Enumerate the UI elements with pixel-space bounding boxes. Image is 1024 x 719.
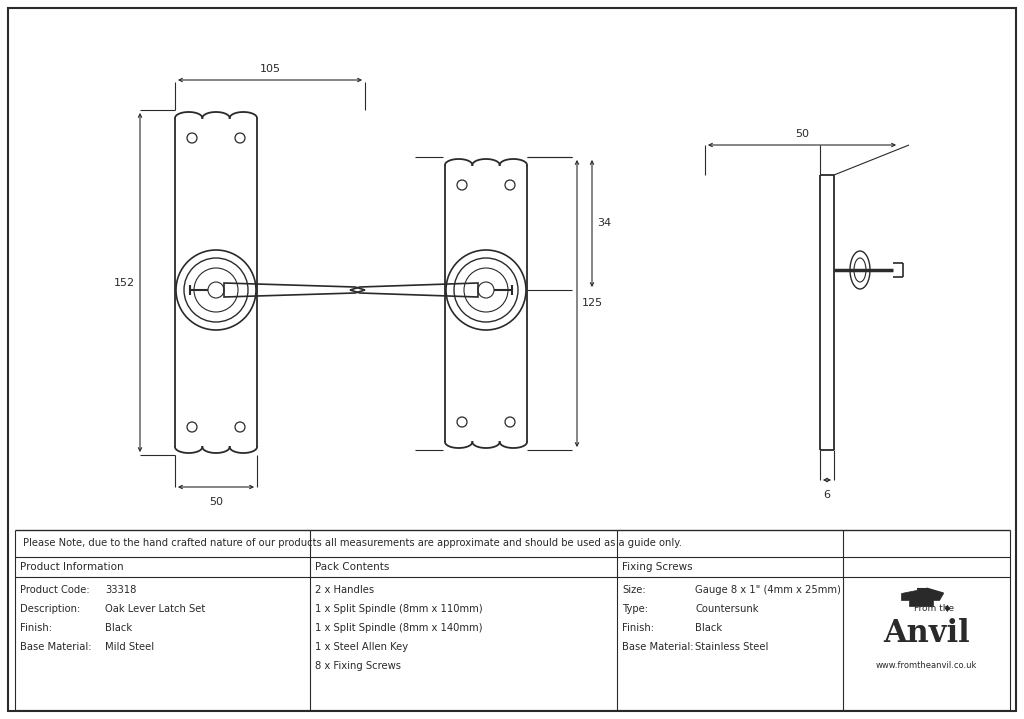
Text: Black: Black [695, 623, 722, 633]
Text: Base Material:: Base Material: [20, 642, 91, 652]
Text: 1 x Steel Allen Key: 1 x Steel Allen Key [315, 642, 409, 652]
Text: 8 x Fixing Screws: 8 x Fixing Screws [315, 661, 401, 671]
Text: Anvil: Anvil [883, 618, 970, 649]
Text: Mild Steel: Mild Steel [105, 642, 155, 652]
Text: 1 x Split Spindle (8mm x 140mm): 1 x Split Spindle (8mm x 140mm) [315, 623, 482, 633]
Text: 2 x Handles: 2 x Handles [315, 585, 374, 595]
Text: Size:: Size: [622, 585, 645, 595]
Text: Finish:: Finish: [622, 623, 654, 633]
Text: 152: 152 [114, 278, 135, 288]
Text: Please Note, due to the hand crafted nature of our products all measurements are: Please Note, due to the hand crafted nat… [23, 538, 682, 548]
Text: 1 x Split Spindle (8mm x 110mm): 1 x Split Spindle (8mm x 110mm) [315, 604, 482, 614]
Text: 105: 105 [259, 64, 281, 74]
Text: Gauge 8 x 1" (4mm x 25mm): Gauge 8 x 1" (4mm x 25mm) [695, 585, 841, 595]
Text: Type:: Type: [622, 604, 648, 614]
Text: Fixing Screws: Fixing Screws [622, 562, 692, 572]
Text: 125: 125 [582, 298, 603, 308]
Text: Product Code:: Product Code: [20, 585, 90, 595]
Text: Finish:: Finish: [20, 623, 52, 633]
Text: Base Material:: Base Material: [622, 642, 693, 652]
Text: Stainless Steel: Stainless Steel [695, 642, 768, 652]
Text: 33318: 33318 [105, 585, 136, 595]
Text: www.fromtheanvil.co.uk: www.fromtheanvil.co.uk [876, 661, 977, 670]
Text: Black: Black [105, 623, 132, 633]
Text: Pack Contents: Pack Contents [315, 562, 389, 572]
Text: 50: 50 [209, 497, 223, 507]
Text: Oak Lever Latch Set: Oak Lever Latch Set [105, 604, 205, 614]
Text: Description:: Description: [20, 604, 80, 614]
Text: Countersunk: Countersunk [695, 604, 759, 614]
Text: Product Information: Product Information [20, 562, 124, 572]
Text: 6: 6 [823, 490, 830, 500]
Text: ♦: ♦ [942, 603, 951, 613]
Text: From the: From the [914, 604, 954, 613]
Text: 50: 50 [795, 129, 809, 139]
Polygon shape [901, 588, 943, 607]
Text: 34: 34 [597, 219, 611, 229]
